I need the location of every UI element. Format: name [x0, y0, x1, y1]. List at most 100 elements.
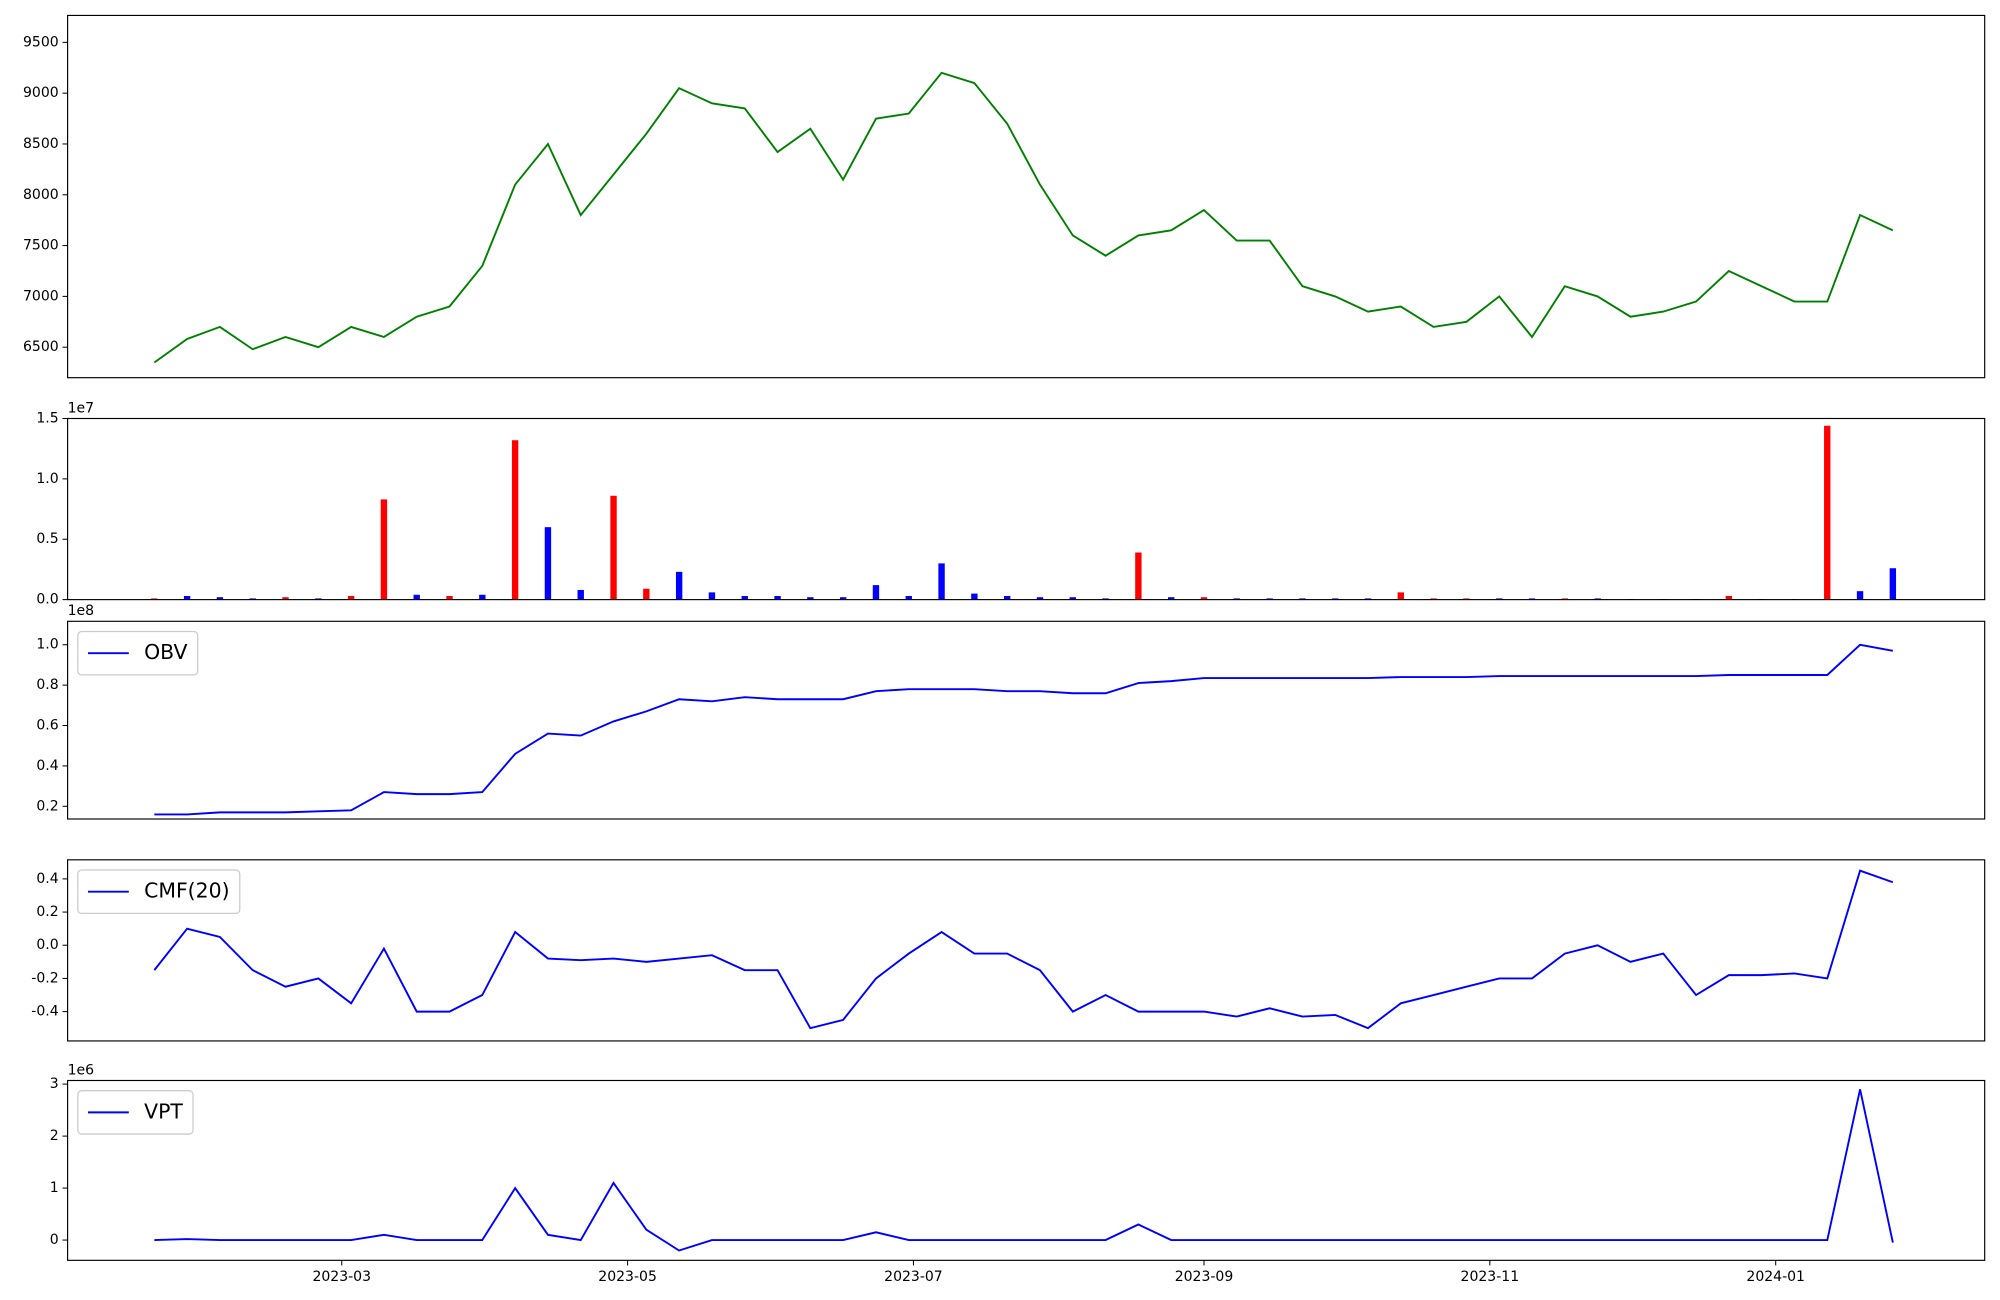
- legend-label: VPT: [144, 1099, 183, 1123]
- volume-bar: [544, 527, 552, 600]
- x-tick-label: 2023-03: [312, 1269, 371, 1285]
- axes-frame: [67, 14, 1986, 379]
- volume-bar: [1364, 598, 1372, 600]
- volume-bar: [1266, 598, 1273, 600]
- volume-bar: [1889, 568, 1897, 600]
- y-tick-label: 3: [50, 1076, 59, 1092]
- volume-bar: [380, 499, 388, 600]
- y-tick-label: 0.4: [36, 758, 58, 774]
- y-tick-label: 0.0: [36, 937, 58, 953]
- axes-frame: [67, 417, 1986, 601]
- y-tick-label: 0.2: [36, 798, 58, 814]
- volume-bar: [511, 440, 519, 600]
- y-tick-label: 1: [50, 1180, 59, 1196]
- volume-bar: [938, 563, 945, 600]
- y-tick-label: -0.2: [31, 970, 58, 986]
- volume-bar: [1102, 598, 1109, 600]
- legend-box: [77, 869, 241, 915]
- y-tick-label: 0.0: [36, 592, 58, 608]
- axes-frame: [67, 859, 1986, 1042]
- x-tick-label: 2023-05: [598, 1269, 657, 1285]
- axes-frame: [67, 620, 1986, 820]
- volume-bar: [839, 597, 847, 600]
- volume-bar: [282, 597, 289, 600]
- legend-label: OBV: [144, 640, 187, 664]
- y-tick-label: 1.5: [36, 410, 58, 426]
- y-offset-label: 1e7: [68, 400, 94, 416]
- volume-bar: [971, 593, 978, 600]
- volume-bar: [151, 598, 158, 600]
- y-offset-label: 1e8: [68, 603, 94, 619]
- y-tick-label: 0.4: [36, 871, 58, 887]
- x-tick-label: 2023-11: [1461, 1269, 1520, 1285]
- volume-bar: [1824, 425, 1831, 600]
- volume-bar: [315, 598, 322, 600]
- volume-bar: [1561, 598, 1569, 600]
- volume-bar: [872, 585, 880, 600]
- volume-bar: [1200, 597, 1208, 600]
- volume-bar: [1594, 598, 1601, 600]
- legend-box: [77, 630, 199, 676]
- y-tick-label: 8500: [23, 136, 59, 152]
- y-tick-label: 0: [50, 1232, 59, 1248]
- volume-bar: [413, 594, 420, 600]
- volume-bar: [577, 589, 584, 600]
- y-tick-label: 8000: [23, 187, 59, 203]
- legend: CMF(20): [77, 869, 241, 915]
- volume-bar: [347, 595, 355, 600]
- y-tick-label: 9500: [23, 34, 59, 50]
- y-tick-label: 0.5: [36, 531, 58, 547]
- volume-bar: [1430, 598, 1437, 600]
- y-tick-label: 7000: [23, 288, 59, 304]
- y-tick-label: 6500: [23, 339, 59, 355]
- volume-bar: [708, 592, 716, 600]
- volume-bar: [1397, 592, 1404, 600]
- legend: VPT: [77, 1090, 194, 1135]
- volume-bar: [741, 595, 748, 600]
- volume-bar: [1299, 598, 1306, 600]
- volume-bar: [643, 588, 650, 600]
- volume-bar: [1332, 598, 1339, 600]
- y-tick-label: 9000: [23, 85, 59, 101]
- volume-bar: [774, 595, 781, 600]
- y-tick-label: 1.0: [36, 471, 58, 487]
- y-tick-label: 7500: [23, 238, 59, 254]
- y-tick-label: 0.6: [36, 718, 58, 734]
- x-tick-label: 2023-07: [884, 1269, 943, 1285]
- volume-bar: [610, 495, 617, 600]
- legend-box: [77, 1090, 194, 1135]
- legend: OBV: [77, 630, 199, 676]
- series-line: [153, 71, 1894, 364]
- volume-bar: [216, 597, 224, 600]
- volume-bar: [1725, 595, 1733, 600]
- volume-bar: [1069, 597, 1076, 600]
- volume-bar: [1167, 597, 1175, 600]
- volume-bar: [479, 594, 486, 600]
- legend-label: CMF(20): [144, 879, 229, 903]
- volume-bar: [1233, 598, 1240, 600]
- y-tick-label: 0.8: [36, 677, 58, 693]
- series-line: [154, 1089, 1894, 1252]
- volume-bar: [1528, 598, 1536, 600]
- y-tick-label: 1.0: [36, 637, 58, 653]
- axes-frame: [67, 1079, 1986, 1261]
- y-tick-label: 0.2: [36, 904, 58, 920]
- volume-bar: [1003, 595, 1011, 600]
- y-tick-label: -0.4: [31, 1004, 58, 1020]
- x-tick-label: 2024-01: [1746, 1269, 1805, 1285]
- series-line: [153, 869, 1894, 1030]
- volume-bar: [1463, 598, 1470, 600]
- x-tick-label: 2023-09: [1175, 1269, 1234, 1285]
- volume-bar: [905, 595, 912, 600]
- volume-bar: [249, 598, 256, 600]
- volume-bar: [675, 571, 683, 600]
- volume-bar: [807, 597, 814, 600]
- volume-bar: [183, 595, 191, 600]
- y-offset-label: 1e6: [68, 1062, 95, 1078]
- volume-bar: [1135, 552, 1142, 600]
- volume-bar: [1036, 597, 1044, 600]
- series-line: [154, 643, 1894, 816]
- y-tick-label: 2: [50, 1128, 59, 1144]
